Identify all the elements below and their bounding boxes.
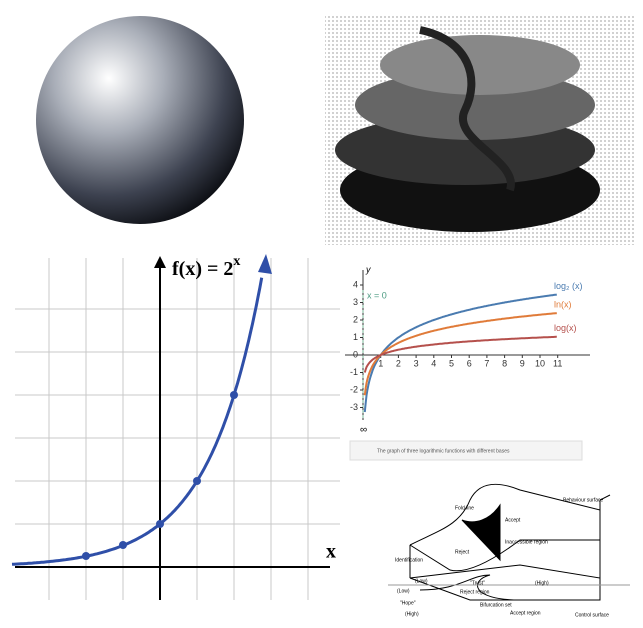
- diagram-label: (High): [535, 580, 549, 586]
- x-tick-label: 11: [553, 358, 562, 368]
- y-tick-label: -1: [350, 367, 358, 377]
- grid: [15, 258, 340, 600]
- caption: The graph of three logarithmic functions…: [377, 448, 510, 454]
- x-tick-label: 5: [449, 358, 454, 368]
- diagram-label: "Trust": [470, 580, 485, 586]
- diagram-label: Inaccessible region: [505, 539, 548, 545]
- x-tick-label: 7: [484, 358, 489, 368]
- diagram-label: Fold line: [455, 505, 474, 511]
- x-tick-label: 8: [502, 358, 507, 368]
- diagram-label: Control surface: [575, 612, 609, 618]
- log-curve: [365, 295, 557, 412]
- diagram-label: Reject region: [460, 589, 490, 595]
- curve-label: ln(x): [554, 299, 572, 309]
- diagram-label: Behaviour surface: [563, 497, 604, 503]
- curve-label: log₂ (x): [554, 281, 583, 291]
- y-tick-label: 1: [353, 332, 358, 342]
- y-label: y: [365, 264, 371, 274]
- x-tick-label: 9: [520, 358, 525, 368]
- diagram-label: "Hope": [400, 600, 416, 606]
- x-tick-label: 3: [414, 358, 419, 368]
- x-tick-label: 6: [467, 358, 472, 368]
- bottom-label: ∞: [360, 425, 367, 436]
- sphere: [36, 16, 244, 224]
- curve-label: log(x): [554, 323, 577, 333]
- diagram-label: Accept: [505, 517, 521, 523]
- y-tick-label: 2: [353, 314, 358, 324]
- log-graph: y x = 0 ∞ The graph of three logarithmic…: [345, 264, 590, 460]
- exp-title-base: f(x) = 2: [172, 258, 233, 280]
- exp-graph: f(x) = 2x x: [12, 254, 340, 600]
- diagram-label: Reject: [455, 549, 470, 555]
- x-tick-label: 1: [378, 358, 383, 368]
- y-tick-label: -2: [350, 384, 358, 394]
- y-tick-label: 3: [353, 297, 358, 307]
- x-label: x: [326, 541, 336, 563]
- asymptote-label: x = 0: [367, 290, 387, 300]
- y-tick-label: 4: [353, 279, 358, 289]
- diagram-label: (Low): [415, 578, 428, 584]
- helicoid: [325, 15, 635, 245]
- x-tick-label: 4: [431, 358, 436, 368]
- log-curve: [365, 313, 557, 395]
- diagram-label: (High): [405, 611, 419, 617]
- diagram-label: (Low): [397, 588, 410, 594]
- catastrophe-diagram: Fold line Accept Behaviour surface Inaccess…: [388, 484, 630, 618]
- exp-title-exponent: x: [233, 254, 240, 269]
- y-tick-label: 0: [353, 349, 358, 359]
- diagram-label: Bifurcation set: [480, 602, 512, 608]
- diagram-label: Identification: [395, 557, 423, 563]
- y-tick-label: -3: [350, 402, 358, 412]
- x-tick-label: 10: [535, 358, 545, 368]
- collage: f(x) = 2x x y x = 0 ∞ The graph of three…: [0, 0, 643, 628]
- collage-canvas: f(x) = 2x x y x = 0 ∞ The graph of three…: [0, 0, 643, 628]
- exp-title: f(x) = 2x: [172, 254, 240, 279]
- diagram-label: Accept region: [510, 610, 541, 616]
- x-tick-label: 2: [396, 358, 401, 368]
